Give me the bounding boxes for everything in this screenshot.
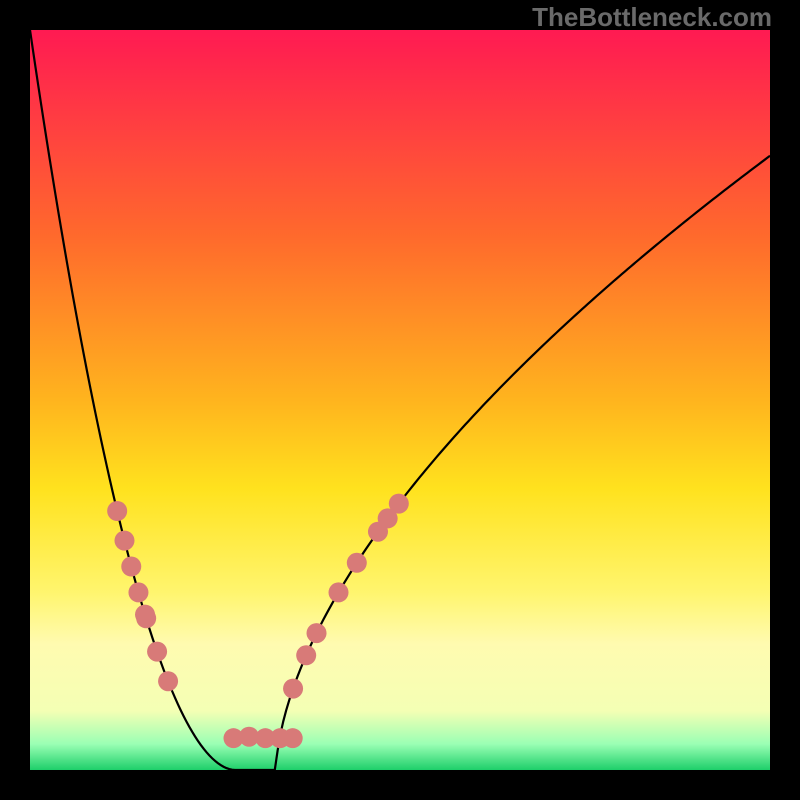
curve-marker [283,728,303,748]
curve-marker [121,557,141,577]
plot-area [30,30,770,770]
curve-marker [296,645,316,665]
curve-marker [389,494,409,514]
curve-marker [283,679,303,699]
plot-svg [30,30,770,770]
curve-marker [158,671,178,691]
curve-marker [136,608,156,628]
curve-marker [107,501,127,521]
curve-marker [128,582,148,602]
curve-marker [114,531,134,551]
chart-root: TheBottleneck.com [0,0,800,800]
curve-marker [347,553,367,573]
watermark-text: TheBottleneck.com [532,2,772,33]
curve-marker [307,623,327,643]
curve-marker [329,582,349,602]
gradient-background [30,30,770,770]
curve-marker [147,642,167,662]
